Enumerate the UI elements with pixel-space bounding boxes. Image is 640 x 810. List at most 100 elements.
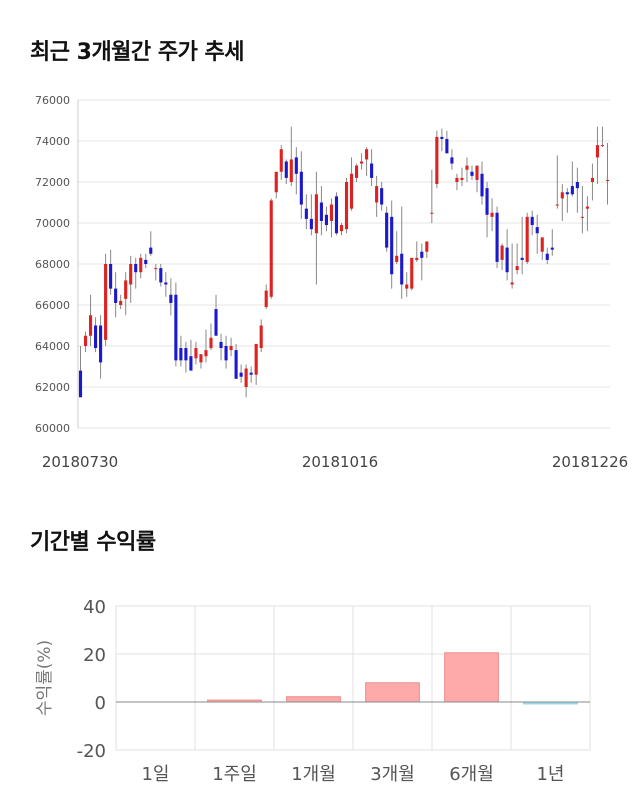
candle-body [104, 264, 108, 340]
candle-body [460, 177, 464, 180]
candle-body [440, 136, 444, 139]
candle-body [229, 346, 233, 351]
candle-body [535, 227, 539, 234]
candle-body [390, 216, 394, 275]
price-y-tick: 66000 [35, 299, 70, 312]
candle-body [435, 136, 439, 185]
candle-body [505, 247, 509, 273]
candle-body [139, 257, 143, 273]
candle-body [339, 225, 344, 232]
candle-body [420, 251, 424, 258]
candle-body [560, 192, 564, 199]
candle-body [83, 335, 88, 346]
return-x-tick: 6개월 [449, 764, 494, 785]
candle-body [334, 196, 339, 234]
candle-body [565, 192, 569, 195]
candle-body [485, 188, 489, 215]
return-bar [286, 696, 341, 703]
price-y-tick: 68000 [35, 258, 70, 271]
candle-body [259, 325, 263, 349]
candle-body [470, 171, 474, 176]
candle-body [360, 161, 364, 164]
price-y-tick: 74000 [35, 135, 70, 148]
candle-body [99, 325, 103, 363]
return-bar [444, 652, 499, 703]
price-candlestick-chart: 60000 62000 64000 66000 68000 70000 72000 74000… [35, 94, 628, 471]
candle-body [450, 157, 454, 164]
price-x-tick: 20181226 [552, 453, 628, 471]
candle-body [580, 216, 584, 218]
candle-body [304, 208, 308, 219]
candle-body [214, 309, 218, 336]
candle-body [365, 149, 369, 160]
candle-body [430, 212, 434, 214]
candle-body [169, 294, 173, 303]
return-y-tick: 0 [95, 693, 106, 714]
candle-body [294, 157, 298, 174]
candle-body [194, 348, 198, 359]
candle-body [570, 186, 574, 195]
return-x-tick: 1년 [536, 764, 564, 785]
candle-body [78, 370, 83, 398]
candle-body [490, 212, 494, 217]
candle-body [134, 264, 138, 273]
return-y-tick: 40 [83, 597, 106, 618]
candle-body [480, 173, 484, 197]
candle-body [405, 284, 409, 289]
return-x-tick: 1개월 [291, 764, 336, 785]
candle-body [189, 356, 193, 371]
candle-body [530, 216, 534, 226]
return-chart-title: 기간별 수익률 [30, 530, 156, 555]
price-y-tick: 64000 [35, 340, 70, 353]
candle-body [174, 294, 178, 361]
price-x-tick: 20181016 [302, 453, 378, 471]
candle-body [184, 348, 188, 361]
candle-body [264, 290, 268, 308]
candle-body [284, 161, 288, 178]
candle-body [144, 259, 148, 264]
price-y-tick: 72000 [35, 176, 70, 189]
candle-body [279, 149, 283, 172]
candle-body [299, 171, 303, 205]
price-x-tick: 20180730 [42, 453, 118, 471]
candle-body [234, 350, 238, 379]
return-x-tick: 1일 [141, 764, 169, 785]
candle-body [465, 165, 469, 170]
candle-body [204, 350, 208, 357]
candle-body [88, 315, 93, 336]
return-y-tick: -20 [77, 741, 106, 762]
candle-body [94, 325, 98, 349]
candle-body [375, 186, 379, 203]
candle-body [249, 372, 253, 375]
candle-body [445, 138, 449, 154]
return-y-tick: 20 [83, 645, 106, 666]
price-y-tick: 76000 [35, 94, 70, 107]
candle-body [510, 282, 514, 285]
candle-body [400, 253, 404, 285]
candle-body [500, 245, 504, 260]
candle-body [154, 268, 158, 270]
candle-body [595, 145, 600, 158]
candle-body [354, 165, 359, 178]
candle-body [319, 202, 323, 221]
candle-body [254, 343, 258, 375]
candle-body [395, 255, 399, 262]
candle-body [550, 247, 554, 250]
candle-body [274, 171, 278, 193]
candle-body [124, 280, 128, 299]
candle-body [380, 188, 384, 205]
price-y-tick: 70000 [35, 217, 70, 230]
candle-body [520, 257, 524, 260]
candle-body [410, 257, 414, 289]
candle-body [415, 257, 419, 260]
candle-body [109, 264, 113, 289]
price-y-tick: 60000 [35, 422, 70, 435]
candle-body [159, 268, 163, 283]
candle-body [129, 264, 133, 285]
candle-body [425, 241, 429, 252]
candle-body [239, 372, 243, 377]
candle-body [149, 247, 153, 254]
candle-body [540, 237, 544, 252]
candle-body [199, 354, 203, 363]
